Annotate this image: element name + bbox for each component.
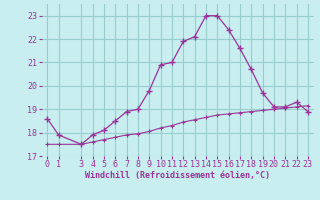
X-axis label: Windchill (Refroidissement éolien,°C): Windchill (Refroidissement éolien,°C) (85, 171, 270, 180)
